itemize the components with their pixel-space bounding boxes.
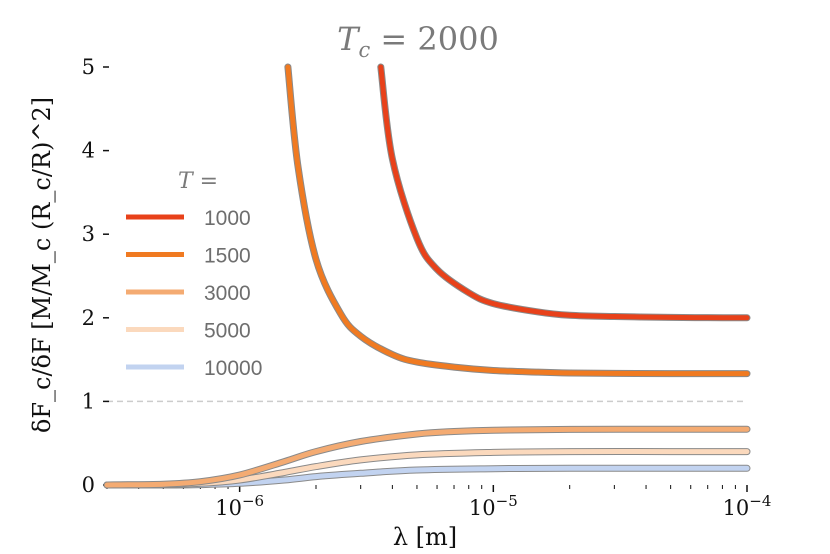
series-line-1000 [378,64,750,321]
y-axis-label-text: δF_c/δF [M/M_c (R_c/R)^2] [28,97,56,433]
y-axis-label: δF_c/δF [M/M_c (R_c/R)^2] [28,97,56,433]
x-axis-label: λ [m] [393,523,457,551]
legend-label-10000: 10000 [204,357,262,380]
y-tick-label: 1 [82,389,95,413]
chart-title: Tc = 2000 [337,20,499,62]
y-tick-label: 5 [82,55,95,79]
y-tick-label: 2 [82,306,95,330]
y-tick-label: 4 [82,139,95,163]
x-tick-label: 10−5 [469,492,518,520]
series-outline-1000 [377,63,751,322]
legend: T = 1000 1500 3000 5000 10000 [126,169,262,380]
legend-label-5000: 5000 [204,320,251,343]
series-line-3000 [104,426,750,488]
plot-area: 0 1 2 3 4 5 10−6 10−5 10−4 [82,55,772,520]
x-tick-label: 10−4 [723,492,772,520]
x-tick-label: 10−6 [215,492,264,520]
series-line-1500 [285,64,750,377]
legend-label-1500: 1500 [204,245,251,268]
y-tick-label: 3 [82,222,95,246]
y-tick-label: 0 [82,473,95,497]
series-outline-1500 [284,63,751,378]
legend-label-3000: 3000 [204,282,251,305]
legend-label-1000: 1000 [204,207,251,230]
legend-title: T = [178,169,218,194]
